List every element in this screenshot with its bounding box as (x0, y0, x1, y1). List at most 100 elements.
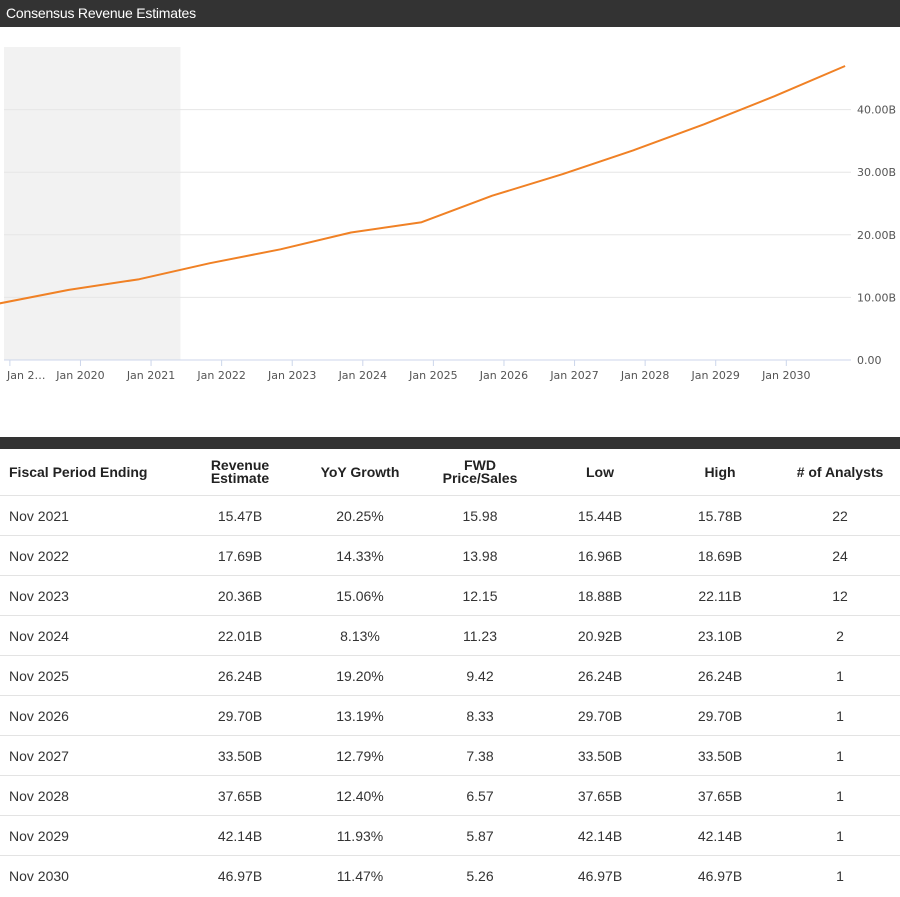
column-header-text: YoY Growth (320, 463, 400, 480)
table-cell: 20.92B (540, 615, 660, 656)
table-cell: 7.38 (420, 735, 540, 776)
table-cell: 18.69B (660, 535, 780, 576)
table-cell: 26.24B (180, 655, 300, 696)
table-row: Nov 2029 42.14B 11.93% 5.87 42.14B 42.14B 1 (0, 815, 900, 856)
table-cell: 12.15 (420, 575, 540, 616)
table-cell: 1 (780, 735, 900, 776)
table-cell: 15.44B (540, 495, 660, 536)
column-header-text: FWD (464, 457, 496, 473)
y-tick-label: 10.00B (857, 291, 896, 304)
table-row: Nov 2023 20.36B 15.06% 12.15 18.88B 22.11B 12 (0, 575, 900, 616)
table-cell: 22.01B (180, 615, 300, 656)
table-cell: 13.19% (300, 695, 420, 736)
table-cell: 46.97B (217, 867, 263, 884)
table-cell: 42.14B (540, 815, 660, 856)
table-row: Nov 2025 26.24B 19.20% 9.42 26.24B 26.24B 1 (0, 655, 900, 696)
column-header-text: High (704, 463, 736, 480)
x-tick-label: Jan 2022 (196, 369, 245, 382)
table-cell: Nov 2025 (0, 655, 180, 696)
table-cell: 12 (780, 575, 900, 616)
table-cell: 16.96B (540, 535, 660, 576)
column-header: FWD Price/Sales (420, 449, 540, 496)
table-cell: 1 (780, 695, 900, 736)
table-cell: 18.88B (540, 575, 660, 616)
table-cell: 1 (836, 867, 844, 884)
table-cell: 15.78B (660, 495, 780, 536)
table-cell: 5.26 (466, 867, 494, 884)
column-header-text: Estimate (210, 470, 270, 486)
table-cell: 22.11B (660, 575, 780, 616)
table-cell: 37.65B (540, 775, 660, 816)
table-cell: Nov 2021 (0, 495, 180, 536)
x-tick-label: Jan 2020 (55, 369, 104, 382)
table-row: Nov 2022 17.69B 14.33% 13.98 16.96B 18.69B 24 (0, 535, 900, 576)
y-tick-label: 20.00B (857, 229, 896, 242)
table-cell: 33.50B (660, 735, 780, 776)
revenue-series-line (0, 65, 846, 305)
table-cell: 9.42 (420, 655, 540, 696)
column-header: High (660, 449, 780, 496)
table-cell: 42.14B (660, 815, 780, 856)
table-cell: 29.70B (540, 695, 660, 736)
revenue-line-chart: 0.00 10.00B 20.00B 30.00B 40.00B Jan 2… Jan 20… (0, 47, 896, 382)
table-cell: 8.13% (300, 615, 420, 656)
table-cell: 24 (780, 535, 900, 576)
x-tick-label: Jan 2024 (338, 369, 387, 382)
table-cell: 42.14B (180, 815, 300, 856)
x-tick-label: Jan 2026 (479, 369, 528, 382)
x-tick-label: Jan 2027 (549, 369, 598, 382)
table-cell: Nov 2023 (0, 575, 180, 616)
column-header: Revenue Estimate (180, 449, 300, 496)
table-cell: Nov 2028 (0, 775, 180, 816)
table-cell: 1 (780, 775, 900, 816)
table-cell: 33.50B (540, 735, 660, 776)
table-cell: Nov 2026 (0, 695, 180, 736)
table-cell: 8.33 (420, 695, 540, 736)
historical-region (4, 47, 181, 360)
table-cell: 1 (780, 815, 900, 856)
x-tick-label: Jan 2… (6, 369, 45, 382)
table-cell: 37.65B (180, 775, 300, 816)
table-cell: 2 (780, 615, 900, 656)
table-header-bar (0, 437, 900, 449)
column-header-text: Fiscal Period Ending (9, 463, 148, 480)
table-cell: 11.47% (336, 867, 384, 884)
x-tick-label: Jan 2029 (690, 369, 739, 382)
column-header: Low (540, 449, 660, 496)
table-row: Nov 2024 22.01B 8.13% 11.23 20.92B 23.10B 2 (0, 615, 900, 656)
table-cell: 29.70B (180, 695, 300, 736)
table-cell: Nov 2030 (9, 867, 69, 884)
table-cell: 20.25% (300, 495, 420, 536)
table-cell: 26.24B (660, 655, 780, 696)
table-cell: 6.57 (420, 775, 540, 816)
table-cell: 20.36B (180, 575, 300, 616)
table-cell: Nov 2027 (0, 735, 180, 776)
table-row: Nov 2026 29.70B 13.19% 8.33 29.70B 29.70B 1 (0, 695, 900, 736)
column-header-text: Revenue (210, 457, 270, 473)
table-cell: Nov 2024 (0, 615, 180, 656)
table-cell: 17.69B (180, 535, 300, 576)
column-header: # of Analysts (780, 449, 900, 496)
table-cell: 37.65B (660, 775, 780, 816)
y-tick-label: 30.00B (857, 166, 896, 179)
column-header-text: Low (586, 463, 614, 480)
table-cell: 15.06% (300, 575, 420, 616)
table-cell: 33.50B (180, 735, 300, 776)
table-row: Nov 2028 37.65B 12.40% 6.57 37.65B 37.65B 1 (0, 775, 900, 816)
table-cell: 13.98 (420, 535, 540, 576)
table-cell: 19.20% (300, 655, 420, 696)
table-cell: 15.98 (420, 495, 540, 536)
x-tick-label: Jan 2021 (126, 369, 175, 382)
x-tick-label: Jan 2030 (761, 369, 810, 382)
y-tick-label: 40.00B (857, 104, 896, 117)
y-tick-label: 0.00 (857, 354, 882, 367)
table-row: Nov 2021 15.47B 20.25% 15.98 15.44B 15.78B 22 (0, 495, 900, 536)
table-cell: 1 (780, 655, 900, 696)
column-header: Fiscal Period Ending (0, 449, 180, 496)
table-cell: 12.79% (300, 735, 420, 776)
table-cell: 26.24B (540, 655, 660, 696)
revenue-estimates-table: Fiscal Period Ending Revenue Estimate YoY G… (0, 449, 900, 895)
column-header: YoY Growth (300, 449, 420, 496)
x-tick-label: Jan 2025 (408, 369, 457, 382)
table-cell: 11.23 (420, 615, 540, 656)
